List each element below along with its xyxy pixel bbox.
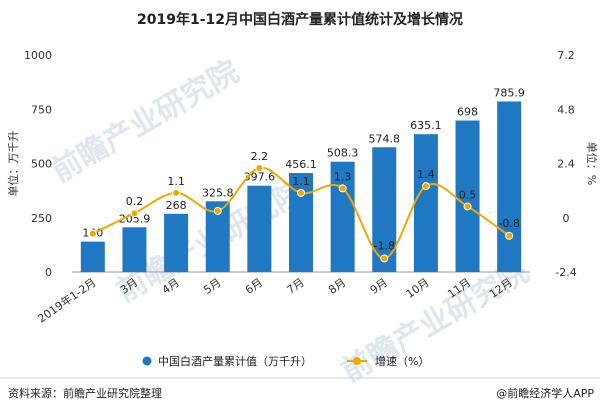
y-left-tick-label: 1000: [24, 49, 52, 62]
watermark-text: 前瞻产业研究院: [336, 254, 535, 389]
rate-series: 0.2 1.1 2.2 1.1 1.3 -1.8 1.4 0.5 -0.8: [88, 150, 520, 263]
legend-bar-marker: [142, 356, 152, 366]
y-left-tick-label: 250: [31, 212, 52, 225]
bar-value-label: 205.9: [119, 212, 151, 225]
rate-point: [172, 188, 181, 197]
footer-credit: @前瞻经济学人APP: [496, 386, 594, 400]
bar: [247, 185, 272, 272]
rate-point: [130, 209, 139, 218]
y-right-tick-label: 2.4: [557, 158, 575, 171]
x-tick-label: 6月: [243, 276, 265, 297]
bar: [455, 120, 480, 272]
rate-value-label: 1.3: [334, 170, 352, 183]
rate-point: [463, 202, 472, 211]
watermark-text: 前瞻产业研究院: [46, 54, 245, 189]
y-right-tick-label: 4.8: [557, 103, 575, 116]
x-tick-label: 8月: [326, 276, 348, 297]
rate-value-label: 2.2: [251, 150, 269, 163]
x-tick-label: 2019年1-2月: [35, 275, 99, 325]
bar-value-label: 635.1: [410, 119, 442, 132]
legend-line-label: 增速（%）: [375, 354, 429, 368]
x-tick-label: 9月: [368, 276, 390, 297]
bar-series: 140205.9268325.8397.6456.1508.3574.8635.…: [80, 86, 525, 272]
x-tick-label: 5月: [201, 276, 223, 297]
rate-value-label: -0.8: [498, 217, 519, 230]
y-right-axis-label: 单位：%: [585, 142, 599, 185]
bar: [497, 101, 522, 272]
rate-value-label: 1.1: [167, 175, 185, 188]
bar: [122, 227, 147, 272]
rate-point: [255, 164, 264, 173]
rate-point: [297, 188, 305, 197]
y-left-tick-label: 500: [31, 158, 52, 171]
bar-value-label: 325.8: [202, 186, 234, 199]
rate-point: [213, 206, 222, 215]
bar: [164, 213, 189, 272]
rate-point: [421, 182, 430, 191]
y-axis-left: 0 250 500 750 1000 单位：万千升: [6, 49, 52, 279]
rate-point: [338, 184, 347, 193]
rate-value-label: 1.4: [417, 168, 435, 181]
bar-value-label: 508.3: [327, 147, 359, 160]
rate-point: [505, 231, 514, 240]
bar-value-label: 268: [166, 199, 187, 212]
bar-value-label: 456.1: [285, 158, 317, 171]
rate-value-label: -1.8: [374, 239, 395, 252]
chart-title: 2019年1-12月中国白酒产量累计值统计及增长情况: [137, 11, 463, 28]
bar: [330, 161, 355, 272]
bar-value-label: 698: [457, 106, 478, 119]
legend-line-dot: [353, 357, 361, 365]
legend: 中国白酒产量累计值（万千升） 增速（%）: [142, 354, 429, 368]
legend-bar-label: 中国白酒产量累计值（万千升）: [158, 354, 312, 368]
x-tick-label: 7月: [285, 276, 307, 297]
rate-point: [88, 229, 97, 238]
y-left-tick-label: 750: [31, 103, 52, 116]
bar-value-label: 574.8: [369, 132, 401, 145]
rate-value-label: 1.1: [292, 175, 310, 188]
y-axis-right: -2.4 0 2.4 4.8 7.2 单位：%: [555, 49, 599, 279]
x-tick-label: 10月: [404, 276, 432, 301]
bar-value-label: 785.9: [493, 86, 525, 99]
rate-value-label: 0.5: [459, 188, 477, 201]
y-right-tick-label: 0: [563, 212, 570, 225]
rate-point: [380, 254, 389, 263]
y-left-tick-label: 0: [45, 266, 52, 279]
y-right-tick-label: -2.4: [555, 266, 576, 279]
y-right-tick-label: 7.2: [557, 49, 575, 62]
rate-value-label: 0.2: [126, 195, 144, 208]
bar: [413, 134, 438, 272]
bar: [80, 241, 105, 272]
y-left-axis-label: 单位：万千升: [6, 131, 20, 197]
footer-source: 资料来源：前瞻产业研究院整理: [8, 386, 162, 400]
